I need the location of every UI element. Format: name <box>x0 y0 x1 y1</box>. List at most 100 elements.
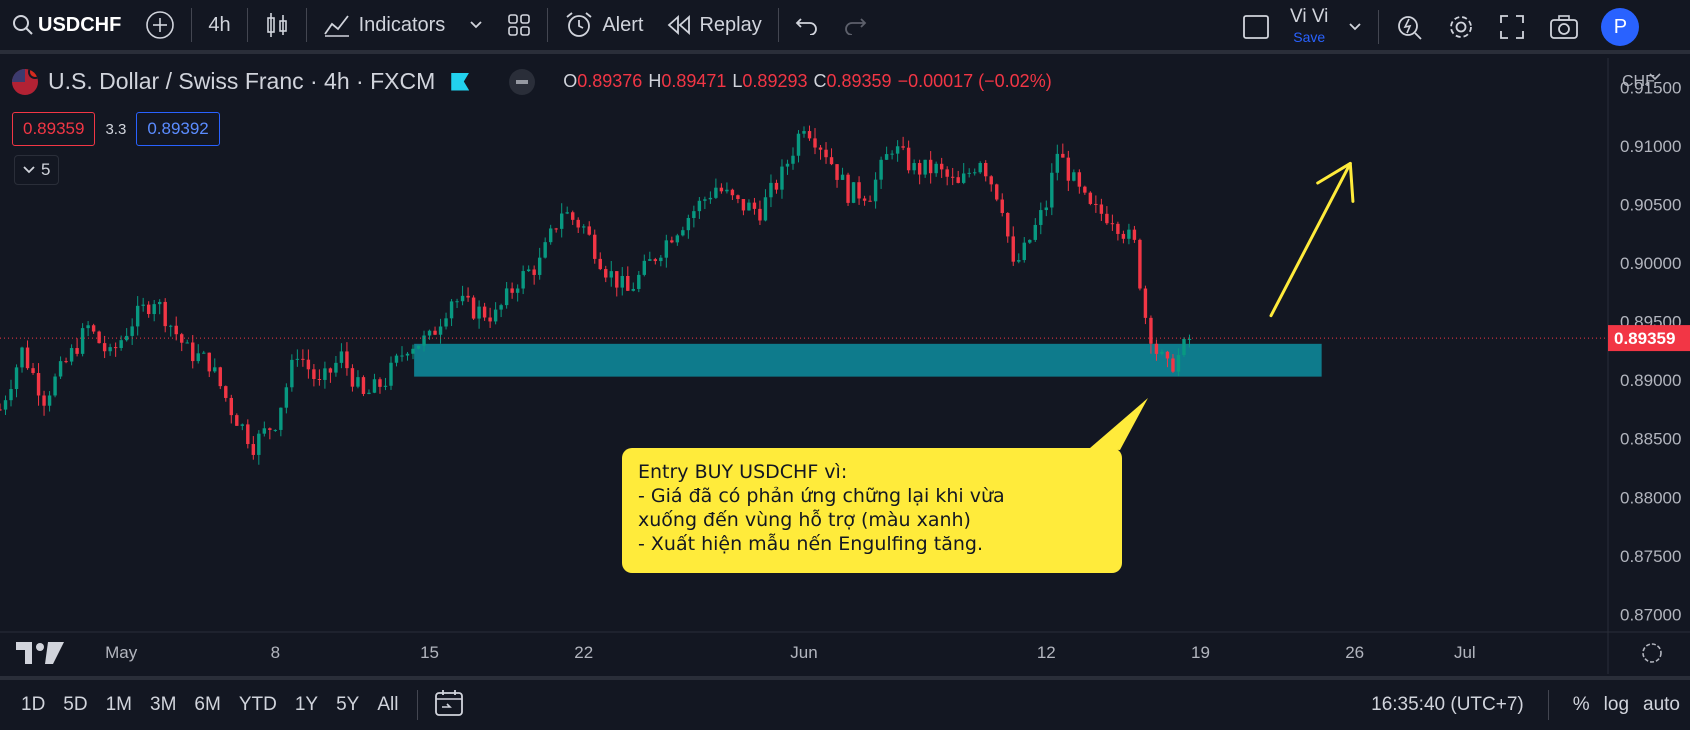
range-button-1d[interactable]: 1D <box>21 694 46 715</box>
templates-button[interactable] <box>495 0 543 52</box>
candle-body <box>279 407 283 430</box>
candle-body <box>939 163 944 170</box>
camera-icon <box>1550 15 1579 39</box>
candle-body <box>984 162 988 177</box>
buy-button[interactable]: 0.89392 <box>136 112 220 146</box>
range-button-5y[interactable]: 5Y <box>336 694 360 715</box>
layout-menu-button[interactable] <box>1336 0 1374 54</box>
separator <box>1547 690 1549 720</box>
candle-body <box>548 228 553 243</box>
tradingview-logo[interactable] <box>16 642 64 669</box>
range-button-1y[interactable]: 1Y <box>294 694 319 715</box>
range-button-all[interactable]: All <box>377 694 399 715</box>
y-tick-label: 0.89000 <box>1620 371 1681 390</box>
candle-body <box>515 288 520 293</box>
candle-body <box>146 304 151 315</box>
candle-body <box>119 340 123 349</box>
callout-pointer <box>1090 398 1148 450</box>
range-button-3m[interactable]: 3M <box>150 694 177 715</box>
candle-body <box>334 362 338 373</box>
goto-date-button[interactable] <box>428 689 470 722</box>
candle-body <box>361 377 366 394</box>
candle-body <box>433 330 437 335</box>
avatar[interactable]: P <box>1601 8 1640 46</box>
range-button-6m[interactable]: 6M <box>194 694 221 715</box>
indicators-button[interactable]: Indicators <box>311 0 496 52</box>
x-tick-label: 22 <box>574 643 593 662</box>
candle-body <box>587 226 591 235</box>
candle-body <box>163 301 167 327</box>
candle-body <box>912 163 916 171</box>
layout-toggle-button[interactable] <box>1230 0 1282 54</box>
candle-body <box>1149 317 1153 344</box>
redo-button[interactable] <box>831 0 879 52</box>
candle-body <box>1110 223 1115 225</box>
candle-body <box>1006 212 1010 237</box>
separator <box>191 8 193 42</box>
market-status-flag-icon[interactable] <box>451 72 470 91</box>
candle-body <box>108 347 112 352</box>
layout-name-button[interactable]: Vi Vi Save <box>1282 7 1336 47</box>
candle-body <box>554 228 558 230</box>
candle-body <box>251 444 256 455</box>
sell-button[interactable]: 0.89359 <box>12 112 96 146</box>
auto-toggle[interactable]: auto <box>1643 694 1680 715</box>
candle-body <box>692 211 696 218</box>
candle-body <box>995 184 999 200</box>
candle-body <box>670 240 674 243</box>
replay-button[interactable]: Replay <box>655 0 773 52</box>
alert-button[interactable]: Alert <box>552 0 655 52</box>
candle-body <box>295 358 300 360</box>
candle-body <box>97 331 101 344</box>
chart-type-button[interactable] <box>252 0 302 52</box>
candle-body <box>328 368 333 373</box>
range-button-ytd[interactable]: YTD <box>238 694 277 715</box>
log-toggle[interactable]: log <box>1603 694 1630 715</box>
candle-body <box>400 355 404 357</box>
range-buttons: 1D 5D 1M 3M 6M YTD 1Y 5Y All <box>0 694 407 716</box>
compare-button[interactable] <box>133 0 187 52</box>
candle-body <box>884 154 889 160</box>
candle-body <box>1187 338 1192 340</box>
candle-body <box>174 325 178 335</box>
range-button-5d[interactable]: 5D <box>63 694 88 715</box>
indicator-count: 5 <box>41 160 51 179</box>
interval-button[interactable]: 4h <box>208 13 231 36</box>
price-scale-currency: CHF <box>1622 73 1655 90</box>
candle-body <box>53 376 57 396</box>
candle-body <box>934 163 938 174</box>
candle-body <box>835 164 839 180</box>
plus-circle-icon <box>146 11 175 39</box>
range-button-1m[interactable]: 1M <box>105 694 132 715</box>
snapshot-button[interactable] <box>1537 0 1591 54</box>
candle-body <box>372 379 377 393</box>
close-label: C <box>813 71 827 91</box>
candle-body <box>218 367 222 387</box>
hide-legend-button[interactable] <box>509 68 536 95</box>
candle-body <box>416 345 421 349</box>
quote-row: 0.89359 3.3 0.89392 <box>12 112 220 146</box>
undo-button[interactable] <box>783 0 831 52</box>
candle-body <box>157 301 162 305</box>
chart-pane[interactable]: CHF 0.91500 0.91000 0.90500 0.90000 0.89500 0.… <box>0 58 1690 674</box>
alert-label: Alert <box>602 13 644 36</box>
percent-toggle[interactable]: % <box>1572 694 1590 715</box>
quick-search-button[interactable] <box>1383 0 1435 54</box>
candle-body <box>367 392 371 394</box>
candle-layer <box>0 125 1192 465</box>
candle-body <box>449 301 454 319</box>
price-chart[interactable]: CHF0.915000.910000.905000.900000.895000.… <box>0 58 1690 674</box>
clock[interactable]: 16:35:40 (UTC+7) <box>1371 694 1524 715</box>
annotation-callout[interactable]: Entry BUY USDCHF vì: - Giá đã có phản ứn… <box>622 448 1122 573</box>
candle-body <box>75 348 79 354</box>
candle-body <box>1000 199 1004 213</box>
symbol-search[interactable]: USDCHF <box>0 0 133 52</box>
candle-body <box>543 242 547 258</box>
indicators-collapse-button[interactable]: 5 <box>14 155 60 185</box>
candle-body <box>9 389 13 401</box>
candle-body <box>301 358 305 360</box>
settings-button[interactable] <box>1435 0 1487 54</box>
chart-title[interactable]: U.S. Dollar / Swiss Franc · 4h · FXCM <box>48 68 436 94</box>
candle-body <box>482 306 487 318</box>
fullscreen-button[interactable] <box>1487 0 1537 54</box>
